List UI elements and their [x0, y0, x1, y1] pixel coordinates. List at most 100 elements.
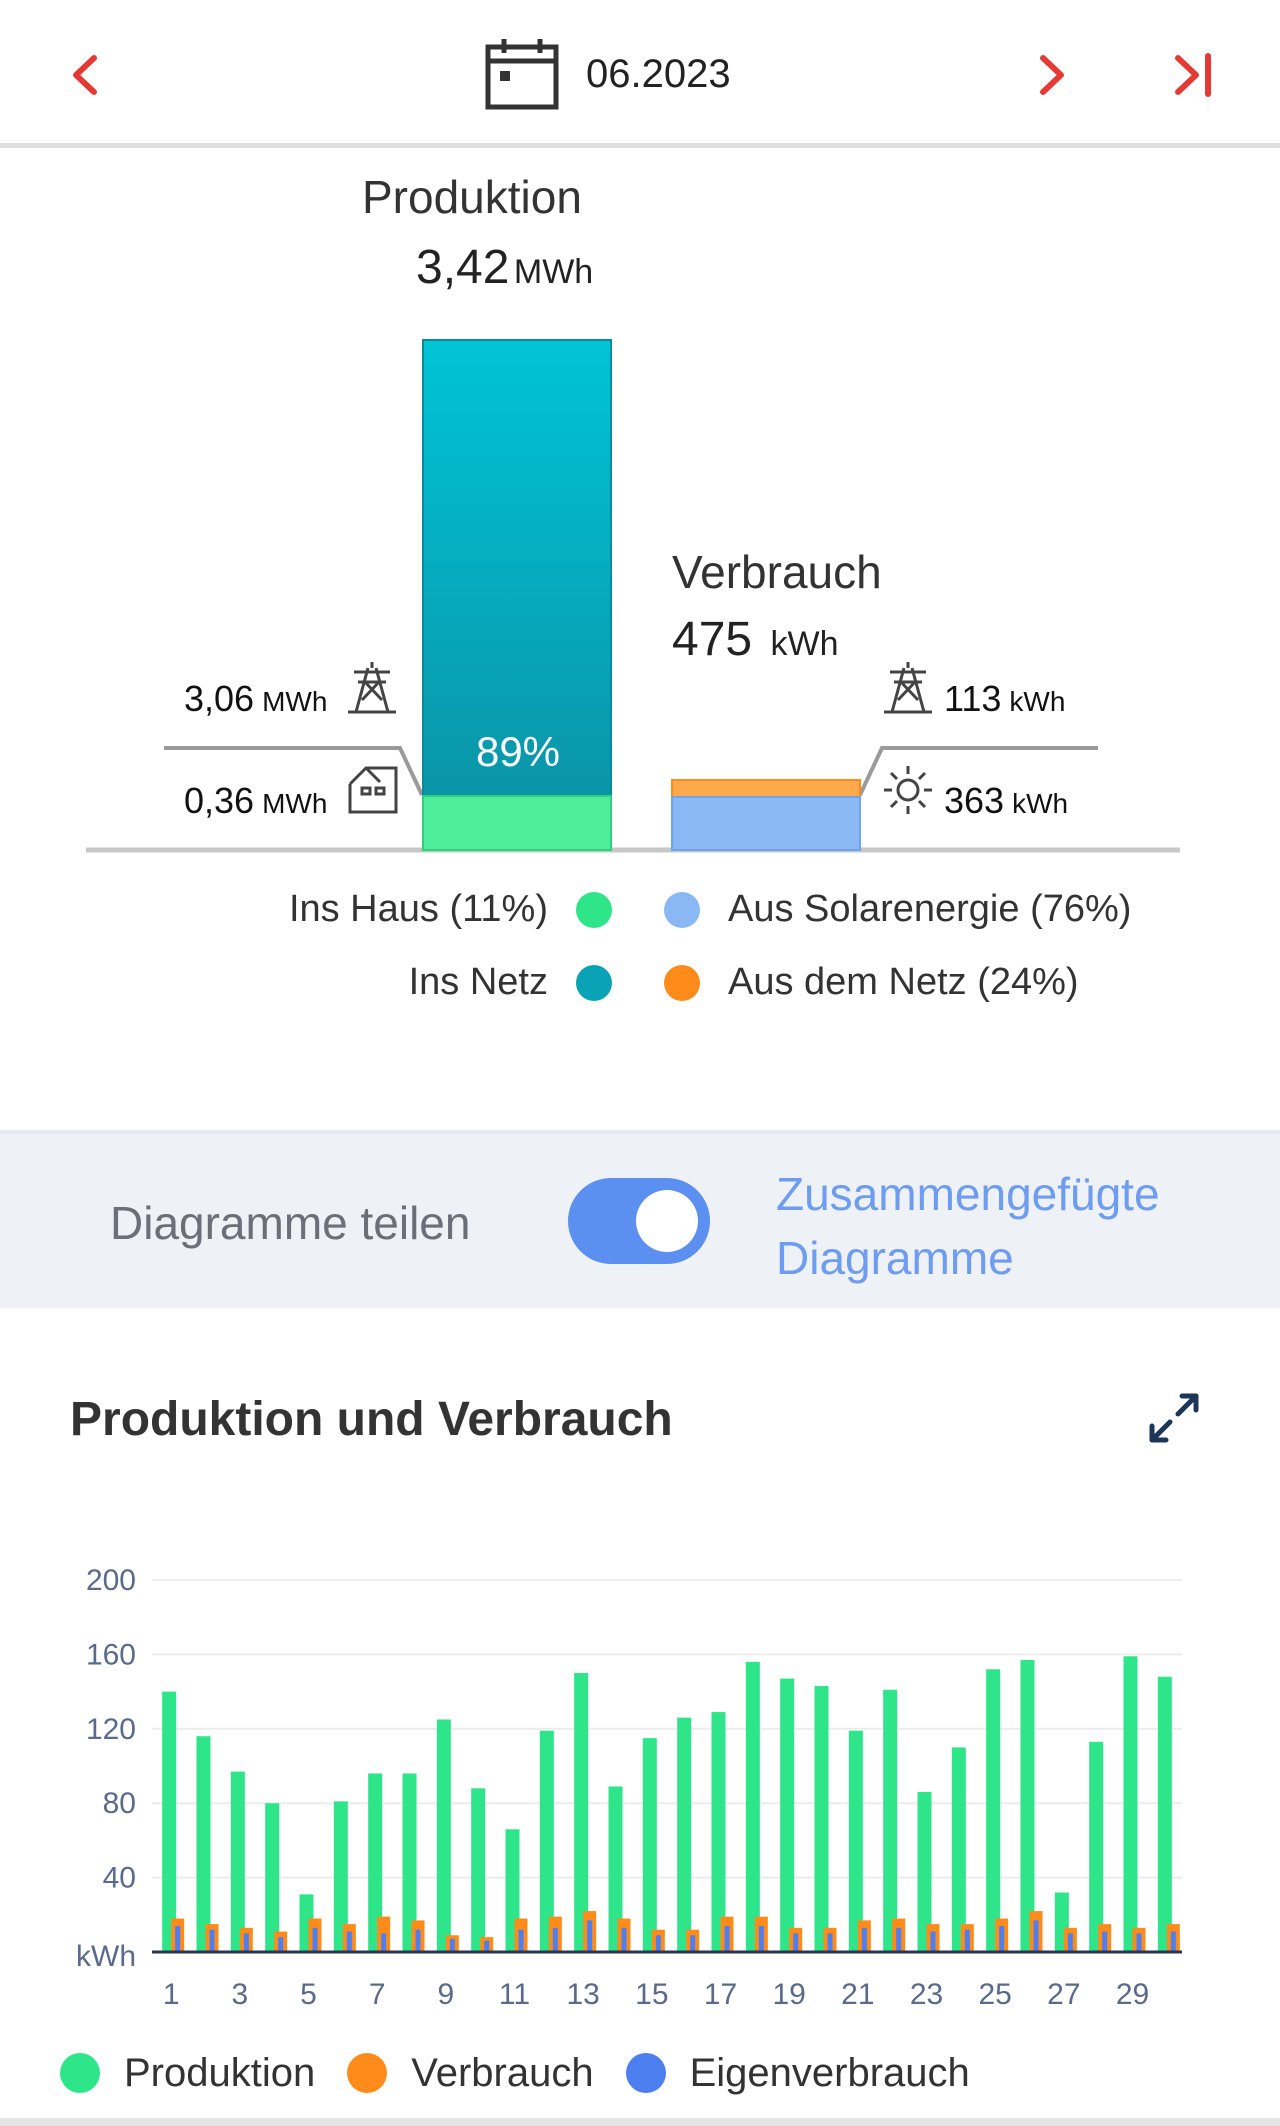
legend-ins-netz-dot: [576, 964, 612, 1001]
bar-produktion[interactable]: [814, 1686, 829, 1952]
bar-eigenverbrauch[interactable]: [1033, 1920, 1039, 1952]
consumption-unit: kWh: [770, 625, 839, 663]
grid-draw-value: 113: [944, 678, 1002, 719]
date-picker[interactable]: 06.2023: [484, 34, 731, 114]
bar-produktion[interactable]: [642, 1738, 657, 1952]
bar-produktion[interactable]: [265, 1803, 280, 1952]
consumption-total: 475 kWh: [672, 612, 839, 667]
bar-produktion[interactable]: [574, 1673, 589, 1952]
bar-eigenverbrauch[interactable]: [312, 1927, 318, 1952]
chart-mode-toggle[interactable]: [568, 1178, 710, 1264]
bar-eigenverbrauch[interactable]: [861, 1927, 867, 1952]
bar-eigenverbrauch[interactable]: [655, 1935, 661, 1952]
bar-eigenverbrauch[interactable]: [449, 1938, 455, 1952]
legend-ins-netz: Ins Netz: [409, 961, 612, 1004]
bar-eigenverbrauch[interactable]: [690, 1935, 696, 1952]
bar-eigenverbrauch[interactable]: [793, 1933, 799, 1952]
bar-eigenverbrauch[interactable]: [518, 1929, 524, 1952]
bar-produktion[interactable]: [745, 1661, 760, 1952]
bar-eigenverbrauch[interactable]: [1067, 1933, 1073, 1952]
grid-feed-label: 3,06 MWh: [184, 678, 327, 720]
production-consumption-chart: 40 80 120 160 200 kWh 1 3 5 7 9 11 13 15 17 19 21 23 25 27 2…: [0, 1540, 1280, 2011]
bar-produktion[interactable]: [333, 1801, 348, 1952]
bar-eigenverbrauch[interactable]: [587, 1920, 593, 1952]
expand-chart-button[interactable]: [1146, 1390, 1202, 1446]
grid-feed-unit: MWh: [262, 686, 328, 717]
bar-produktion[interactable]: [986, 1669, 1001, 1952]
top-bar: 06.2023: [0, 0, 1280, 148]
bar-eigenverbrauch[interactable]: [758, 1925, 764, 1952]
bar-produktion[interactable]: [230, 1771, 245, 1952]
y-axis-unit: kWh: [76, 1940, 136, 1973]
bar-eigenverbrauch[interactable]: [621, 1927, 627, 1952]
merged-charts-label-line1: Zusammengefügte: [776, 1168, 1160, 1220]
legend-aus-solar: Aus Solarenergie (76%): [664, 888, 1131, 931]
production-unit: MWh: [513, 253, 594, 291]
production-total: 3,42 MWh: [416, 240, 593, 295]
bar-eigenverbrauch[interactable]: [724, 1925, 730, 1952]
bar-produktion[interactable]: [539, 1730, 554, 1952]
bar-eigenverbrauch[interactable]: [243, 1933, 249, 1952]
bar-eigenverbrauch[interactable]: [552, 1927, 558, 1952]
bar-eigenverbrauch[interactable]: [1170, 1931, 1176, 1952]
legend-eigenverbrauch[interactable]: Eigenverbrauch: [625, 2051, 970, 2096]
bar-eigenverbrauch[interactable]: [1102, 1931, 1108, 1952]
previous-month-button[interactable]: [55, 40, 115, 110]
bar-produktion[interactable]: [917, 1792, 932, 1952]
bar-produktion[interactable]: [402, 1773, 417, 1952]
energy-flow-graphic: [86, 339, 1180, 853]
toggle-knob: [636, 1190, 698, 1252]
bar-produktion[interactable]: [951, 1747, 966, 1952]
bar-eigenverbrauch[interactable]: [930, 1931, 936, 1952]
skip-to-end-icon: [1175, 53, 1211, 97]
bar-produktion[interactable]: [848, 1730, 863, 1952]
bar-produktion[interactable]: [1089, 1741, 1104, 1952]
grid-share-percentage: 89%: [475, 728, 561, 775]
power-pylon-icon: [348, 662, 396, 714]
bar-eigenverbrauch[interactable]: [484, 1940, 490, 1952]
x-tick-label: 27: [1047, 1978, 1080, 2010]
x-tick-label: 1: [163, 1978, 180, 2010]
skip-to-latest-button[interactable]: [1164, 40, 1224, 110]
bar-eigenverbrauch[interactable]: [827, 1933, 833, 1952]
bar-produktion[interactable]: [368, 1773, 383, 1952]
bar-produktion[interactable]: [471, 1788, 486, 1952]
chart-legend: Produktion Verbrauch Eigenverbrauch: [60, 2048, 1002, 2098]
legend-verbrauch[interactable]: Verbrauch: [347, 2051, 594, 2096]
next-month-button[interactable]: [1022, 40, 1082, 110]
bar-eigenverbrauch[interactable]: [1136, 1933, 1142, 1952]
bar-produktion[interactable]: [1157, 1676, 1172, 1952]
bar-eigenverbrauch[interactable]: [175, 1925, 181, 1952]
bar-eigenverbrauch[interactable]: [415, 1929, 421, 1952]
bar-produktion[interactable]: [677, 1717, 692, 1952]
y-tick-label: 120: [86, 1713, 136, 1746]
sun-icon: [884, 766, 932, 814]
bar-eigenverbrauch[interactable]: [896, 1927, 902, 1952]
merged-charts-label[interactable]: Zusammengefügte Diagramme: [776, 1162, 1160, 1290]
x-tick-label: 11: [499, 1978, 530, 2010]
y-tick-label: 160: [86, 1638, 136, 1671]
bar-eigenverbrauch[interactable]: [999, 1925, 1005, 1952]
bar-eigenverbrauch[interactable]: [278, 1937, 284, 1952]
legend-aus-solar-dot: [664, 891, 700, 928]
bar-eigenverbrauch[interactable]: [346, 1931, 352, 1952]
bar-produktion[interactable]: [1123, 1656, 1138, 1952]
bar-produktion[interactable]: [436, 1719, 451, 1953]
bar-produktion[interactable]: [1020, 1659, 1035, 1952]
y-tick-label: 200: [86, 1564, 136, 1597]
bar-produktion[interactable]: [780, 1678, 795, 1952]
bar-eigenverbrauch[interactable]: [381, 1933, 387, 1952]
bar-produktion[interactable]: [162, 1691, 177, 1952]
solar-use-value: 363: [944, 780, 1005, 821]
bar-produktion[interactable]: [608, 1786, 623, 1952]
bar-eigenverbrauch[interactable]: [209, 1929, 215, 1952]
legend-ins-haus-dot: [576, 891, 612, 928]
legend-produktion[interactable]: Produktion: [60, 2051, 315, 2096]
chevron-left-icon: [73, 55, 97, 95]
bar-produktion[interactable]: [711, 1712, 726, 1952]
bar-eigenverbrauch[interactable]: [964, 1929, 970, 1952]
bar-produktion[interactable]: [883, 1689, 898, 1952]
split-charts-label[interactable]: Diagramme teilen: [110, 1197, 471, 1249]
bar-produktion[interactable]: [196, 1736, 211, 1952]
